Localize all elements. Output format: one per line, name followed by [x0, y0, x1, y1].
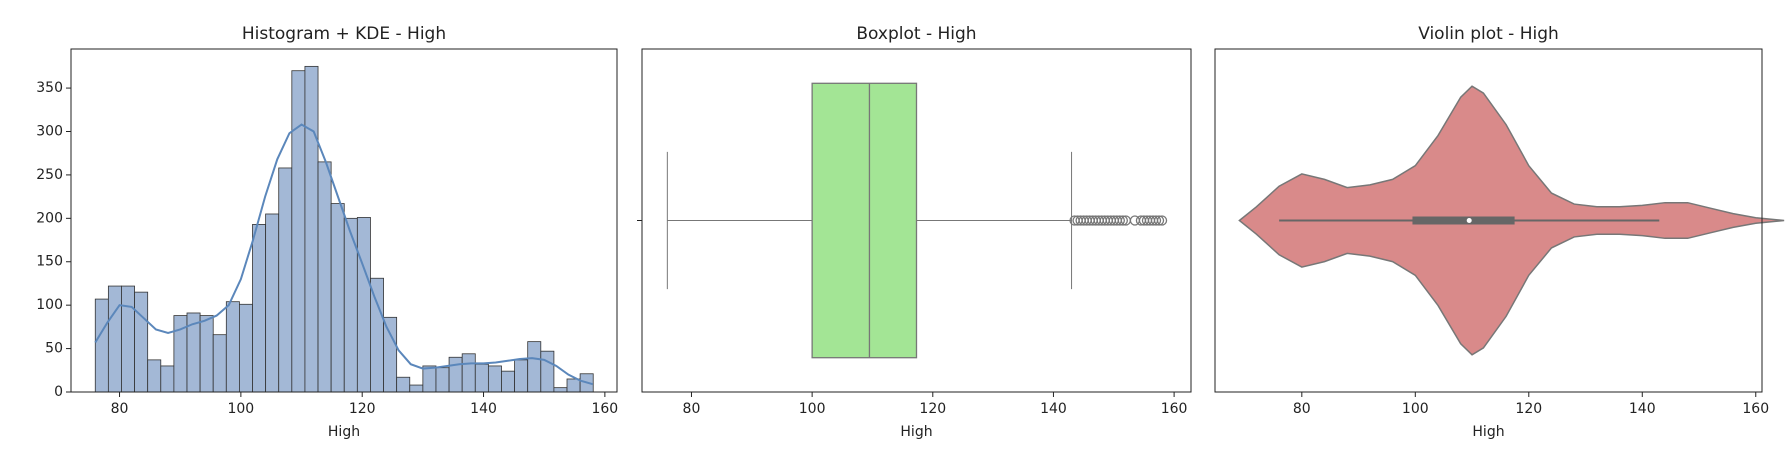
histogram-bar: [265, 213, 280, 393]
box: [811, 82, 918, 359]
histogram-bar: [448, 356, 463, 393]
histogram-bar: [278, 167, 293, 393]
y-tick-label: 50: [45, 341, 63, 357]
y-tick-label: 0: [54, 384, 63, 400]
chart-title: Violin plot - High: [1418, 24, 1559, 44]
histogram-bar: [199, 315, 214, 393]
histogram-bar: [474, 363, 489, 393]
x-tick-label: 100: [1402, 401, 1429, 417]
x-tick-label: 100: [227, 401, 254, 417]
histogram-bar: [317, 161, 332, 393]
x-tick-label: 120: [349, 401, 376, 417]
x-tick-label: 80: [683, 401, 701, 417]
outlier: [1117, 215, 1128, 226]
x-tick-label: 140: [1040, 401, 1067, 417]
histogram-bar: [461, 353, 476, 393]
histogram-bar: [396, 376, 411, 393]
histogram-bar: [356, 217, 371, 393]
y-tick-label: 300: [36, 123, 63, 139]
x-axis-label: High: [900, 424, 932, 440]
histogram-bar: [304, 65, 319, 393]
histogram-bar: [291, 70, 306, 393]
x-tick-label: 160: [1161, 401, 1188, 417]
x-tick-label: 100: [799, 401, 826, 417]
violin-iqr: [1412, 216, 1515, 225]
histogram-bar: [94, 298, 109, 393]
x-tick-label: 140: [1629, 401, 1656, 417]
histogram-bar: [147, 359, 162, 393]
violin-median: [1466, 218, 1472, 223]
histogram-bar: [212, 334, 227, 393]
y-tick-label: 100: [36, 297, 63, 313]
histogram-bar: [566, 378, 581, 393]
x-tick-label: 160: [1742, 401, 1769, 417]
histogram-bar: [514, 359, 529, 393]
histogram-bar: [501, 370, 515, 393]
outlier: [1150, 215, 1162, 226]
histogram-bar: [540, 350, 555, 393]
histogram-bar: [383, 316, 398, 393]
x-axis-label: High: [1472, 424, 1504, 440]
outlier: [1156, 215, 1168, 226]
y-tick-label: 250: [36, 167, 63, 183]
x-axis-label: High: [328, 424, 360, 440]
histogram-bar: [370, 277, 384, 393]
y-tick-label: 150: [36, 254, 63, 270]
histogram-bar: [239, 303, 253, 393]
histogram-bar: [134, 291, 149, 393]
histogram-bar: [121, 285, 135, 393]
histogram-bar: [160, 365, 175, 393]
axes-frame: [70, 48, 618, 393]
y-tick-label: 200: [36, 210, 63, 226]
histogram-bar: [435, 367, 450, 393]
histogram-bar: [422, 365, 437, 393]
axes-frame: [1214, 48, 1763, 393]
x-tick-label: 120: [1515, 401, 1542, 417]
axes-frame: [641, 48, 1192, 393]
outlier: [1153, 215, 1165, 226]
histogram-bar: [330, 203, 345, 393]
histogram-bar: [487, 365, 502, 393]
x-tick-label: 120: [919, 401, 946, 417]
x-tick-label: 160: [591, 401, 618, 417]
histogram-bar: [107, 285, 122, 393]
x-tick-label: 140: [470, 401, 497, 417]
histogram-bar: [553, 387, 568, 393]
histogram-bar: [225, 301, 240, 393]
kde-line: [94, 123, 594, 386]
histogram-bar: [252, 224, 267, 393]
chart-title: Boxplot - High: [856, 24, 976, 44]
histogram-bar: [409, 384, 424, 393]
y-tick-label: 350: [36, 80, 63, 96]
outlier: [1114, 215, 1125, 226]
x-tick-label: 80: [111, 401, 129, 417]
x-tick-label: 80: [1293, 401, 1311, 417]
histogram-bar: [527, 341, 542, 393]
chart-title: Histogram + KDE - High: [242, 24, 446, 44]
